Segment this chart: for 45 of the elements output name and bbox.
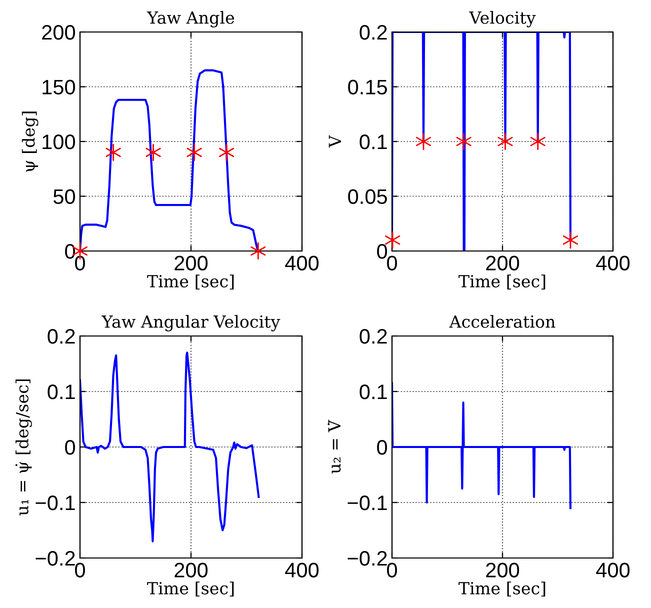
x-tick-label: 0 xyxy=(75,562,85,578)
y-tick-label: 0.1 xyxy=(48,384,75,400)
y-tick-label: 0.15 xyxy=(348,80,387,95)
y-tick-label: 50 xyxy=(53,189,76,204)
x-tick-label: 400 xyxy=(285,562,319,578)
y-tick-label: 0.2 xyxy=(360,25,387,40)
x-axis-title: Time [sec] xyxy=(458,582,546,596)
x-tick-label: 200 xyxy=(486,256,520,270)
y-tick-label: −0.2 xyxy=(36,551,75,566)
y-tick-label: 0 xyxy=(377,244,388,259)
y-tick-label: 200 xyxy=(42,25,76,40)
x-tick-label: 200 xyxy=(174,256,208,270)
y-tick-label: −0.1 xyxy=(36,496,75,510)
x-axis-title: Time [sec] xyxy=(147,582,234,596)
y-axis-title: ψ [deg] xyxy=(22,112,38,172)
y-tick-label: −0.1 xyxy=(348,496,387,510)
x-tick-label: 200 xyxy=(486,562,520,578)
y-axis-title: u₁ = ψ̇ [deg/sec] xyxy=(15,379,32,516)
line-series xyxy=(392,382,572,510)
chart-title: Yaw Angle xyxy=(146,11,234,28)
y-tick-label: 0 xyxy=(377,440,388,455)
y-tick-label: 150 xyxy=(42,80,76,95)
y-axis-title: u₂ = V̇ xyxy=(328,420,341,474)
chart-title: Yaw Angular Velocity xyxy=(102,315,280,332)
y-tick-label: 0.05 xyxy=(348,189,387,204)
x-tick-label: 0 xyxy=(387,256,397,270)
y-tick-label: 0.1 xyxy=(360,384,387,400)
y-tick-label: 0.2 xyxy=(48,329,75,344)
y-tick-label: 0.2 xyxy=(360,329,387,344)
x-tick-label: 400 xyxy=(285,256,319,270)
y-tick-label: 100 xyxy=(42,134,76,150)
y-tick-label: −0.2 xyxy=(348,551,387,566)
x-tick-label: 400 xyxy=(596,562,630,578)
x-tick-label: 200 xyxy=(174,562,208,578)
x-tick-label: 0 xyxy=(387,562,397,578)
chart-title: Velocity xyxy=(469,11,536,28)
x-tick-label: 0 xyxy=(75,256,85,270)
line-series xyxy=(80,352,260,542)
y-tick-label: 0 xyxy=(65,440,76,455)
x-axis-title: Time [sec] xyxy=(458,274,546,290)
chart-title: Acceleration xyxy=(449,315,556,328)
x-axis-title: Time [sec] xyxy=(147,274,234,290)
y-axis-title: V xyxy=(328,135,342,148)
x-tick-label: 400 xyxy=(596,256,630,270)
y-tick-label: 0.1 xyxy=(360,134,387,150)
